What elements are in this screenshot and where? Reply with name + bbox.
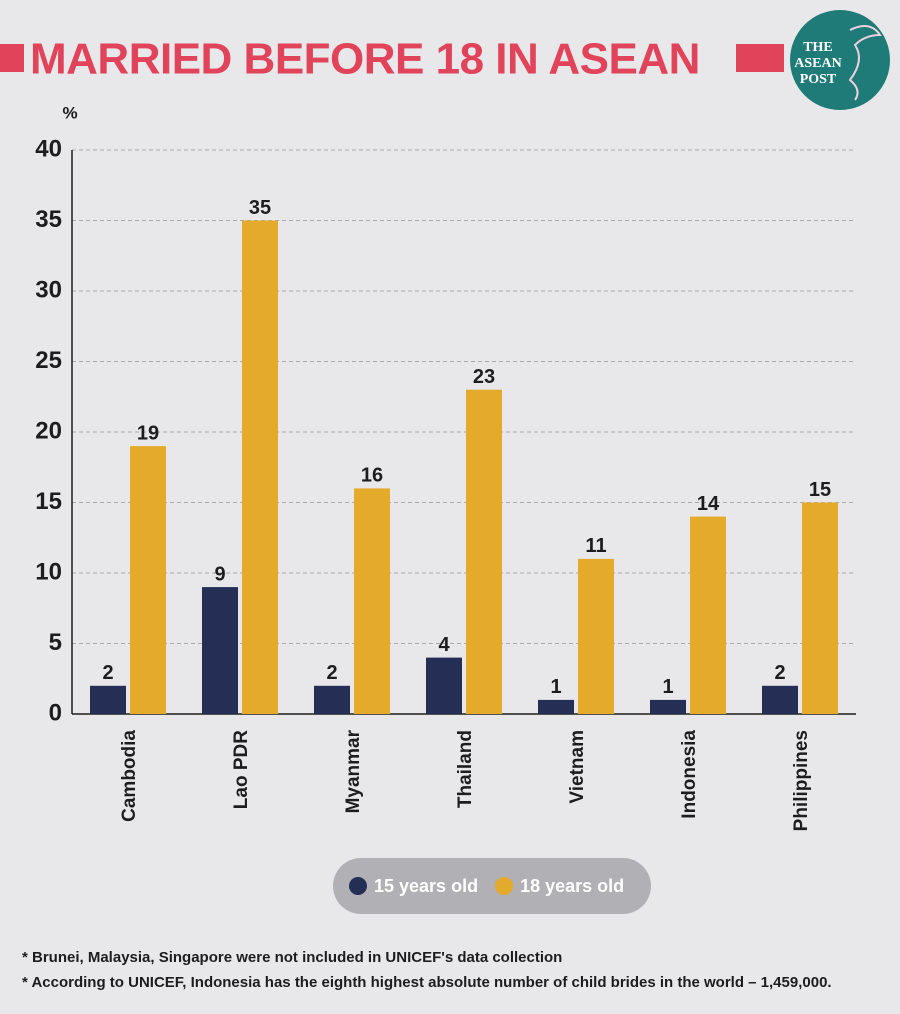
value-label: 19 [137, 422, 159, 444]
y-tick-label: 0 [49, 699, 62, 726]
x-tick-label: Vietnam [567, 730, 588, 804]
bar [354, 488, 390, 714]
title-bar-left [0, 44, 24, 72]
value-label: 2 [326, 662, 337, 684]
y-tick-label: 40 [35, 135, 62, 162]
y-tick-label: 20 [35, 417, 62, 444]
footnote: * According to UNICEF, Indonesia has the… [22, 974, 832, 991]
legend-label: 15 years old [374, 876, 478, 896]
bar [242, 220, 278, 714]
bar [538, 699, 574, 714]
x-tick-label: Thailand [455, 730, 476, 808]
bar [426, 657, 462, 714]
value-label: 23 [473, 366, 495, 388]
y-tick-label: 5 [49, 629, 62, 656]
y-tick-label: 35 [35, 206, 62, 233]
y-tick-label: 30 [35, 276, 62, 303]
value-label: 4 [438, 634, 450, 656]
value-label: 35 [249, 197, 271, 219]
bar [130, 446, 166, 714]
x-tick-label: Cambodia [119, 730, 140, 822]
y-axis-label: % [62, 103, 77, 122]
x-tick-label: Indonesia [679, 730, 700, 819]
y-tick-label: 10 [35, 558, 62, 585]
bar [578, 558, 614, 714]
legend-swatch [349, 877, 367, 895]
value-label: 1 [550, 676, 561, 698]
value-label: 2 [774, 662, 785, 684]
value-label: 9 [214, 563, 225, 585]
legend-swatch [495, 877, 514, 895]
logo-text: THE [803, 40, 833, 55]
title-bar-right [736, 44, 784, 72]
bar [762, 685, 798, 714]
value-label: 11 [585, 535, 606, 557]
bar [202, 587, 238, 714]
value-label: 1 [662, 676, 673, 698]
bar [650, 699, 686, 714]
logo-circle [790, 10, 890, 110]
x-tick-label: Myanmar [343, 729, 364, 813]
chart-title: MARRIED BEFORE 18 IN ASEAN [30, 35, 700, 84]
value-label: 2 [102, 662, 113, 684]
legend-label: 18 years old [520, 876, 624, 896]
bar [314, 685, 350, 714]
logo-text: POST [800, 72, 837, 87]
value-label: 14 [697, 493, 720, 515]
value-label: 15 [809, 479, 831, 501]
footnote: * Brunei, Malaysia, Singapore were not i… [22, 949, 562, 966]
value-label: 16 [361, 465, 383, 487]
bar [802, 502, 838, 714]
y-tick-label: 15 [35, 488, 62, 515]
x-tick-label: Philippines [791, 730, 812, 831]
logo-bird [848, 25, 882, 101]
x-tick-label: Lao PDR [231, 730, 252, 809]
bar [690, 516, 726, 714]
logo-text: ASEAN [794, 56, 841, 71]
bar [90, 685, 126, 714]
y-tick-label: 25 [35, 347, 62, 374]
bar [466, 389, 502, 714]
legend-box [333, 858, 651, 914]
